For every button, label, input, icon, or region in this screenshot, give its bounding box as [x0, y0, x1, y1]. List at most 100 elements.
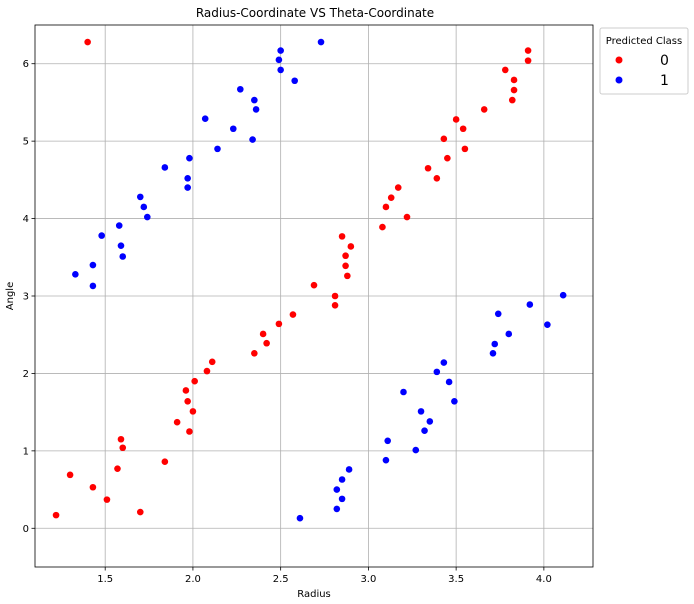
data-point-class-1 [117, 242, 125, 249]
data-point-class-0 [331, 301, 339, 309]
x-tick-label: 2.0 [185, 574, 201, 585]
data-point-class-1 [184, 184, 191, 191]
data-point-class-1 [184, 175, 191, 182]
data-point-class-0 [186, 428, 193, 435]
data-point-class-1 [317, 38, 325, 46]
x-tick-label: 3.0 [360, 574, 376, 585]
legend-label-0: 0 [660, 53, 669, 69]
data-point-class-1 [345, 466, 353, 473]
data-point-class-0 [103, 496, 111, 503]
data-point-class-0 [114, 465, 121, 472]
data-point-class-1 [544, 321, 551, 328]
data-point-class-0 [510, 76, 518, 84]
data-point-class-1 [400, 388, 407, 396]
data-point-class-0 [424, 164, 432, 172]
data-point-class-1 [229, 125, 237, 133]
data-point-class-0 [510, 86, 518, 94]
data-point-class-0 [387, 194, 395, 201]
data-point-class-0 [84, 38, 91, 46]
data-point-class-1 [249, 136, 256, 143]
data-point-class-1 [333, 505, 341, 513]
data-point-class-1 [384, 437, 391, 445]
data-point-class-1 [440, 359, 448, 366]
data-point-class-0 [184, 398, 191, 405]
data-point-class-1 [237, 85, 244, 93]
data-point-class-0 [379, 223, 386, 231]
data-point-class-1 [426, 418, 434, 425]
data-points [52, 38, 567, 522]
legend: Predicted Class 0 1 [599, 27, 689, 95]
data-point-class-1 [72, 271, 79, 278]
data-point-class-1 [277, 47, 284, 54]
data-point-class-1 [417, 408, 425, 415]
data-point-class-1 [333, 486, 341, 493]
x-tick-label: 2.5 [273, 574, 289, 585]
data-point-class-0 [331, 292, 339, 300]
data-point-class-0 [342, 252, 349, 260]
data-point-class-0 [461, 145, 469, 153]
data-point-class-1 [251, 96, 258, 104]
data-point-class-0 [259, 330, 267, 338]
data-point-class-1 [291, 77, 298, 85]
data-point-class-1 [252, 106, 260, 113]
x-tick-label: 1.5 [97, 574, 113, 585]
data-point-class-0 [182, 387, 190, 394]
legend-marker-1 [615, 76, 623, 84]
data-point-class-1 [89, 261, 97, 269]
y-tick-label: 2 [23, 369, 29, 380]
data-point-class-1 [445, 378, 453, 386]
data-point-class-1 [98, 232, 105, 239]
y-tick-label: 1 [23, 446, 29, 457]
data-point-class-0 [347, 243, 355, 250]
data-point-class-1 [412, 446, 420, 454]
y-tick-label: 6 [23, 59, 29, 70]
data-point-class-0 [52, 511, 60, 519]
chart-title: Radius-Coordinate VS Theta-Coordinate [196, 6, 434, 20]
data-point-class-0 [275, 320, 283, 328]
data-point-class-0 [208, 358, 216, 366]
data-point-class-1 [296, 514, 304, 522]
data-point-class-1 [505, 330, 513, 338]
data-point-class-0 [342, 262, 349, 270]
data-point-class-1 [119, 253, 127, 260]
data-point-class-1 [214, 145, 221, 153]
data-point-class-0 [119, 444, 127, 452]
data-point-class-0 [310, 281, 318, 289]
data-point-class-0 [189, 408, 197, 415]
data-point-class-1 [421, 427, 428, 435]
data-point-class-0 [289, 311, 297, 318]
data-point-class-0 [440, 135, 448, 143]
data-point-class-1 [491, 340, 499, 348]
data-point-class-0 [452, 116, 460, 123]
data-point-class-0 [173, 418, 181, 426]
data-point-class-0 [338, 233, 346, 240]
data-point-class-1 [433, 368, 441, 376]
data-point-class-0 [344, 272, 351, 280]
data-point-class-0 [161, 458, 169, 465]
data-point-class-0 [203, 367, 211, 375]
data-point-class-1 [161, 164, 169, 171]
y-axis: 0 1 2 3 4 5 6 [23, 59, 35, 535]
data-point-class-0 [117, 435, 125, 443]
x-tick-label: 4.0 [536, 574, 552, 585]
y-tick-label: 4 [23, 214, 29, 225]
data-point-class-0 [444, 154, 451, 162]
data-point-class-1 [277, 66, 284, 74]
data-point-class-1 [201, 115, 209, 122]
data-point-class-0 [251, 349, 258, 357]
data-point-class-0 [382, 203, 390, 211]
x-axis-label: Radius [297, 589, 331, 600]
data-point-class-0 [394, 184, 402, 191]
data-point-class-0 [136, 508, 144, 516]
data-point-class-0 [66, 471, 74, 479]
data-point-class-1 [338, 476, 346, 483]
data-point-class-1 [489, 349, 497, 357]
data-point-class-1 [559, 291, 567, 299]
data-point-class-1 [115, 222, 123, 229]
y-tick-label: 5 [23, 137, 29, 148]
data-point-class-1 [140, 203, 148, 211]
data-point-class-0 [480, 106, 488, 113]
data-point-class-0 [191, 377, 198, 385]
gridlines [35, 25, 593, 567]
data-point-class-0 [524, 47, 532, 54]
